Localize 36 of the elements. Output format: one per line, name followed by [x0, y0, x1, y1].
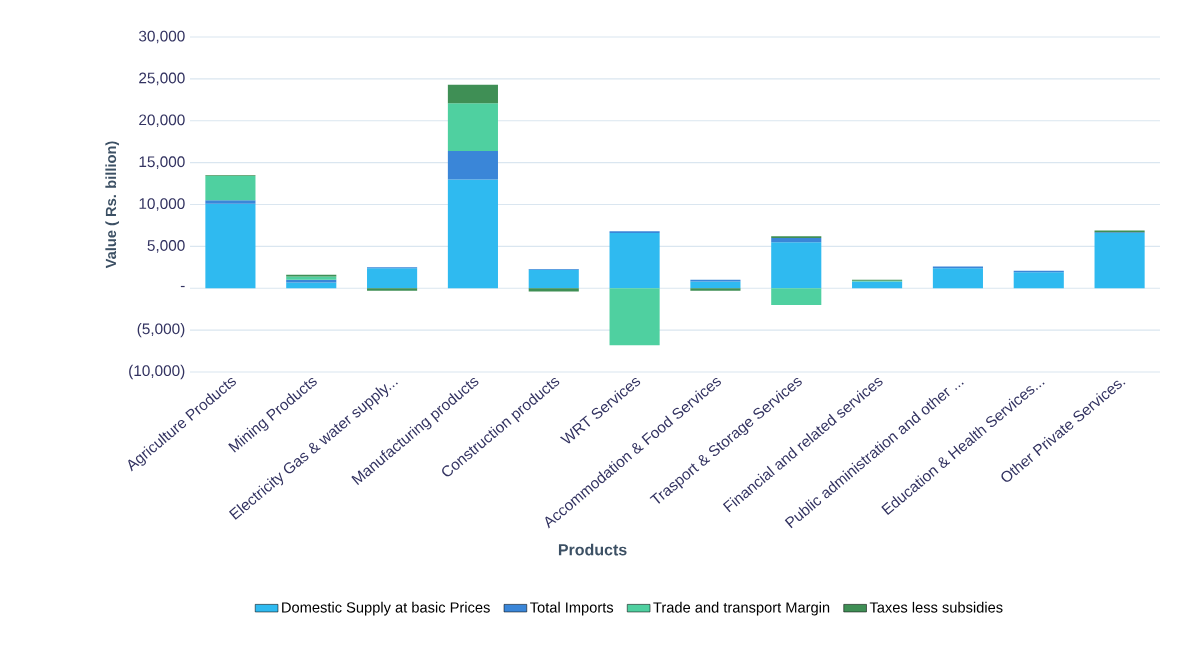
y-tick-label: 30,000 [138, 30, 185, 44]
y-tick-label: (5,000) [137, 322, 185, 338]
y-axis-title: Value ( Rs. billion) [105, 141, 120, 269]
bar [447, 179, 498, 289]
bar [447, 150, 498, 180]
x-axis-title: Products [558, 543, 627, 556]
bar [205, 203, 256, 289]
bar [205, 176, 256, 201]
bar [771, 238, 822, 243]
bar [609, 288, 660, 346]
y-tick-label: 5,000 [147, 240, 185, 253]
bar [205, 200, 256, 204]
legend-label: Total Imports [530, 601, 614, 616]
legend-label: Taxes less subsidies [869, 601, 1003, 613]
bar [1094, 232, 1145, 289]
bar [286, 282, 337, 289]
bar [528, 288, 579, 292]
y-tick-label: (10,000) [129, 364, 185, 380]
bar [367, 268, 418, 289]
legend-label: Trade and transport Margin [653, 601, 830, 616]
bar [771, 288, 822, 305]
bar [447, 84, 498, 104]
y-tick-label: 25,000 [139, 72, 185, 86]
bar [367, 288, 418, 291]
bar [1013, 272, 1064, 289]
legend-label: Domestic Supply at basic Prices [282, 601, 490, 616]
y-tick-label: 10,000 [139, 198, 185, 211]
y-tick-label: 20,000 [139, 114, 185, 128]
bar [690, 288, 741, 291]
bar [609, 232, 660, 289]
y-tick-label: 15,000 [139, 156, 185, 169]
bar [447, 103, 498, 151]
y-tick-label: - [180, 285, 185, 288]
bar [932, 268, 983, 289]
bar [528, 269, 579, 289]
bar [771, 242, 822, 289]
